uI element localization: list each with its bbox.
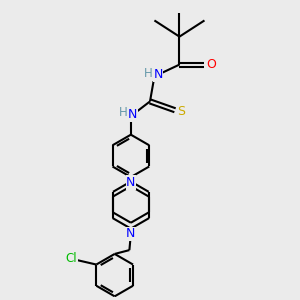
- Text: N: N: [128, 108, 137, 121]
- Text: S: S: [178, 105, 185, 118]
- Text: Cl: Cl: [65, 252, 77, 265]
- Text: N: N: [126, 176, 136, 189]
- Text: N: N: [126, 227, 136, 240]
- Text: H: H: [144, 67, 152, 80]
- Text: N: N: [153, 68, 163, 81]
- Text: H: H: [119, 106, 128, 119]
- Text: O: O: [206, 58, 216, 71]
